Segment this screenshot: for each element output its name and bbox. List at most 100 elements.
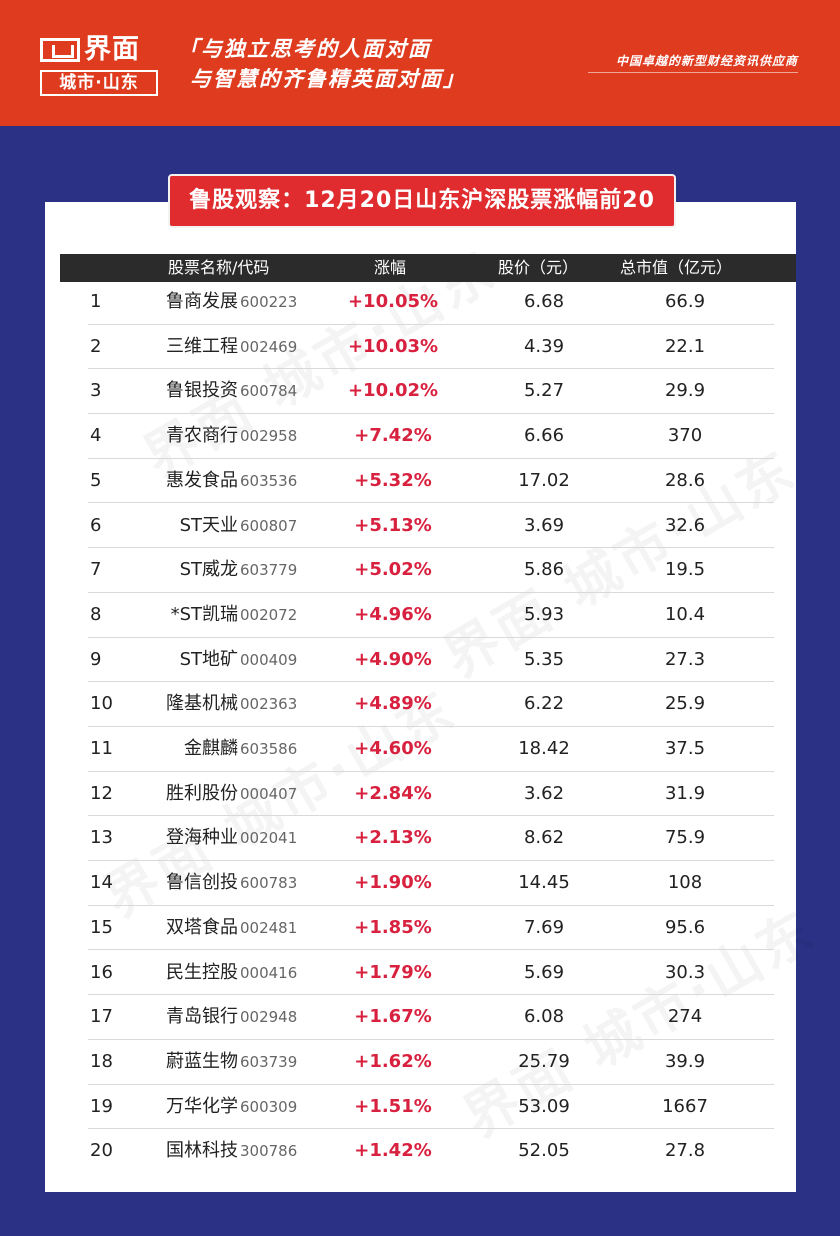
table-row: 12 胜利股份 000407 +2.84% 3.62 31.9 xyxy=(0,772,840,817)
stock-code-cell: 002363 xyxy=(240,695,298,714)
logo-main-text: 界面 xyxy=(84,34,140,65)
stock-code-cell: 002481 xyxy=(240,918,298,937)
stock-name-cell: 民生控股 xyxy=(166,961,238,983)
change-cell: +7.42% xyxy=(354,425,432,447)
stock-name-cell: 双塔食品 xyxy=(166,916,238,938)
price-cell: 17.02 xyxy=(518,469,570,491)
price-cell: 3.69 xyxy=(523,514,565,536)
rank-cell: 11 xyxy=(90,738,113,759)
table-header: 股票名称/代码 涨幅 股价（元） 总市值（亿元） xyxy=(60,254,796,282)
change-cell: +1.62% xyxy=(354,1050,432,1072)
price-cell: 6.08 xyxy=(523,1006,565,1028)
rank-cell: 2 xyxy=(90,335,102,357)
table-row: 6 ST天业 600807 +5.13% 3.69 32.6 xyxy=(0,504,840,549)
stock-code-cell: 603536 xyxy=(240,471,298,490)
price-cell: 3.62 xyxy=(523,782,565,804)
stock-code-cell: 002948 xyxy=(240,1008,298,1027)
slogan: 「与独立思考的人面对面 与智慧的齐鲁精英面对面」 xyxy=(178,34,466,94)
change-cell: +4.89% xyxy=(354,693,432,715)
price-cell: 5.27 xyxy=(523,380,565,402)
stock-name-cell: 隆基机械 xyxy=(166,693,238,715)
market-cap-cell: 370 xyxy=(667,425,703,447)
table-row: 3 鲁银投资 600784 +10.02% 5.27 29.9 xyxy=(0,369,840,414)
rank-cell: 4 xyxy=(90,425,102,447)
table-row: 19 万华化学 600309 +1.51% 53.09 1667 xyxy=(0,1085,840,1130)
stock-code-cell: 002072 xyxy=(240,605,298,624)
stock-code-cell: 600309 xyxy=(240,1097,298,1116)
market-cap-cell: 32.6 xyxy=(664,514,706,536)
rank-cell: 1 xyxy=(90,291,102,312)
tagline: 中国卓越的新型财经资讯供应商 xyxy=(615,54,798,68)
stock-name-cell: ST地矿 xyxy=(179,648,238,670)
rank-cell: 7 xyxy=(90,559,102,581)
page-title: 鲁股观察：12月20日山东沪深股票涨幅前20 xyxy=(168,174,676,228)
rank-cell: 18 xyxy=(90,1050,113,1072)
price-cell: 5.86 xyxy=(523,559,565,581)
stock-code-cell: 603779 xyxy=(240,561,298,580)
stock-name-cell: 胜利股份 xyxy=(166,782,238,804)
table-row: 17 青岛银行 002948 +1.67% 6.08 274 xyxy=(0,995,840,1040)
table-row: 7 ST威龙 603779 +5.02% 5.86 19.5 xyxy=(0,548,840,593)
rank-cell: 9 xyxy=(90,648,102,670)
stock-code-cell: 000407 xyxy=(240,784,298,803)
stock-code-cell: 603586 xyxy=(240,740,298,758)
change-cell: +10.03% xyxy=(347,335,439,357)
change-cell: +4.96% xyxy=(354,603,432,625)
stock-name-cell: 蔚蓝生物 xyxy=(166,1050,238,1072)
market-cap-cell: 108 xyxy=(667,872,703,894)
price-cell: 53.09 xyxy=(518,1095,570,1117)
stock-code-cell: 300786 xyxy=(240,1142,298,1161)
market-cap-cell: 66.9 xyxy=(664,291,706,312)
stock-name-cell: 金麒麟 xyxy=(184,738,238,759)
rank-cell: 16 xyxy=(90,961,113,983)
rank-cell: 8 xyxy=(90,603,102,625)
market-cap-cell: 75.9 xyxy=(664,827,706,849)
change-cell: +1.90% xyxy=(354,872,432,894)
market-cap-cell: 29.9 xyxy=(664,380,706,402)
price-cell: 18.42 xyxy=(518,738,570,759)
rank-cell: 12 xyxy=(90,782,113,804)
rank-cell: 6 xyxy=(90,514,102,536)
rank-cell: 15 xyxy=(90,916,113,938)
slogan-line-1: 「与独立思考的人面对面 xyxy=(178,37,431,61)
stock-name-cell: 鲁银投资 xyxy=(166,380,238,402)
change-cell: +4.90% xyxy=(354,648,432,670)
market-cap-cell: 25.9 xyxy=(664,693,706,715)
change-cell: +5.32% xyxy=(354,469,432,491)
stock-name-cell: *ST凯瑞 xyxy=(170,603,238,625)
market-cap-cell: 31.9 xyxy=(664,782,706,804)
change-cell: +5.13% xyxy=(354,514,432,536)
market-cap-cell: 22.1 xyxy=(664,335,706,357)
price-cell: 5.35 xyxy=(523,648,565,670)
market-cap-cell: 95.6 xyxy=(664,916,706,938)
price-cell: 7.69 xyxy=(523,916,565,938)
table-row: 15 双塔食品 002481 +1.85% 7.69 95.6 xyxy=(0,906,840,951)
stock-code-cell: 002469 xyxy=(240,337,298,356)
change-cell: +1.51% xyxy=(354,1095,432,1117)
table-row: 20 国林科技 300786 +1.42% 52.05 27.8 xyxy=(0,1129,840,1174)
rank-cell: 5 xyxy=(90,469,102,491)
column-header-market-cap: 总市值（亿元） xyxy=(620,258,733,277)
column-header-change: 涨幅 xyxy=(374,258,407,277)
table-row: 16 民生控股 000416 +1.79% 5.69 30.3 xyxy=(0,951,840,996)
stock-code-cell: 600784 xyxy=(240,382,298,401)
stock-code-cell: 600223 xyxy=(240,293,298,311)
market-cap-cell: 274 xyxy=(667,1006,703,1028)
stock-name-cell: ST威龙 xyxy=(179,559,238,581)
stock-code-cell: 600783 xyxy=(240,874,298,893)
price-cell: 6.22 xyxy=(523,693,565,715)
market-cap-cell: 1667 xyxy=(662,1095,708,1117)
stock-name-cell: 万华化学 xyxy=(166,1095,238,1117)
stock-code-cell: 002041 xyxy=(240,829,298,848)
change-cell: +10.02% xyxy=(347,380,439,402)
stock-code-cell: 000416 xyxy=(240,963,298,982)
stock-name-cell: 鲁商发展 xyxy=(166,291,238,312)
stock-name-cell: 国林科技 xyxy=(166,1140,238,1162)
table-row: 14 鲁信创投 600783 +1.90% 14.45 108 xyxy=(0,861,840,906)
change-cell: +5.02% xyxy=(354,559,432,581)
table-row: 4 青农商行 002958 +7.42% 6.66 370 xyxy=(0,414,840,459)
market-cap-cell: 27.3 xyxy=(664,648,706,670)
market-cap-cell: 39.9 xyxy=(664,1050,706,1072)
table-row: 2 三维工程 002469 +10.03% 4.39 22.1 xyxy=(0,325,840,370)
stock-code-cell: 002958 xyxy=(240,427,298,446)
